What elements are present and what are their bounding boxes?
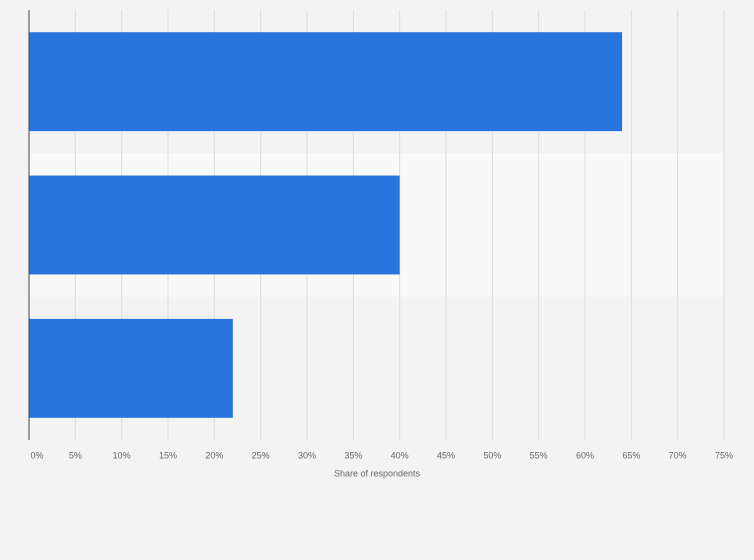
bar xyxy=(29,32,623,132)
x-tick-label: 10% xyxy=(113,450,131,460)
x-tick-label: 75% xyxy=(715,450,733,460)
x-tick-label: 25% xyxy=(252,450,270,460)
x-tick-label: 20% xyxy=(205,450,223,460)
x-axis-label: Share of respondents xyxy=(334,468,421,478)
x-tick-label: 40% xyxy=(391,450,409,460)
x-tick-label: 5% xyxy=(69,450,82,460)
x-tick-label: 65% xyxy=(622,450,640,460)
x-tick-label: 35% xyxy=(344,450,362,460)
x-tick-label: 15% xyxy=(159,450,177,460)
bar xyxy=(29,175,400,275)
x-tick-label: 55% xyxy=(530,450,548,460)
bar xyxy=(29,318,233,418)
x-tick-label: 45% xyxy=(437,450,455,460)
x-tick-label: 60% xyxy=(576,450,594,460)
x-tick-label: 0% xyxy=(30,450,43,460)
x-tick-label: 30% xyxy=(298,450,316,460)
x-tick-label: 50% xyxy=(483,450,501,460)
x-tick-label: 70% xyxy=(669,450,687,460)
